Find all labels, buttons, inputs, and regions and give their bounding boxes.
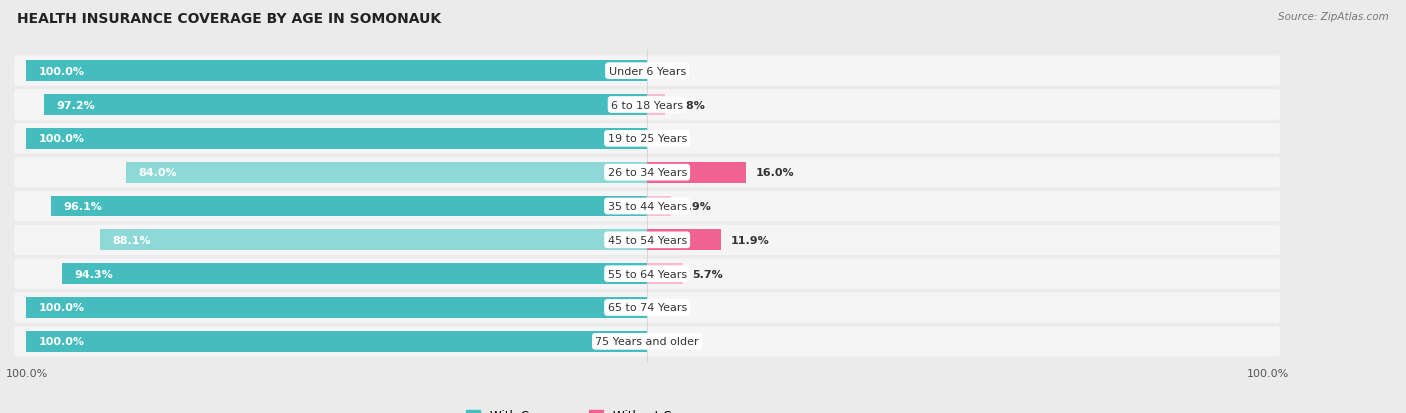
Text: 26 to 34 Years: 26 to 34 Years: [607, 168, 686, 178]
Text: 5.7%: 5.7%: [692, 269, 723, 279]
Bar: [100, 230, 647, 251]
Bar: [647, 230, 721, 251]
FancyBboxPatch shape: [14, 225, 1281, 255]
Bar: [51, 196, 647, 217]
Text: 84.0%: 84.0%: [138, 168, 177, 178]
Text: 0.0%: 0.0%: [657, 66, 688, 76]
FancyBboxPatch shape: [14, 259, 1281, 289]
FancyBboxPatch shape: [14, 191, 1281, 222]
Bar: [27, 297, 647, 318]
FancyBboxPatch shape: [14, 124, 1281, 154]
Text: 100.0%: 100.0%: [39, 337, 84, 347]
Text: 55 to 64 Years: 55 to 64 Years: [607, 269, 686, 279]
Text: 6 to 18 Years: 6 to 18 Years: [612, 100, 683, 110]
Text: 0.0%: 0.0%: [657, 134, 688, 144]
Bar: [44, 95, 647, 116]
Legend: With Coverage, Without Coverage: With Coverage, Without Coverage: [461, 404, 724, 413]
Bar: [647, 95, 665, 116]
Text: 35 to 44 Years: 35 to 44 Years: [607, 202, 686, 211]
Text: 97.2%: 97.2%: [56, 100, 96, 110]
FancyBboxPatch shape: [14, 326, 1281, 357]
FancyBboxPatch shape: [14, 158, 1281, 188]
FancyBboxPatch shape: [14, 292, 1281, 323]
FancyBboxPatch shape: [14, 56, 1281, 87]
Text: 94.3%: 94.3%: [75, 269, 112, 279]
Text: 75 Years and older: 75 Years and older: [595, 337, 699, 347]
Text: 100.0%: 100.0%: [39, 134, 84, 144]
Bar: [27, 61, 647, 82]
Text: 16.0%: 16.0%: [756, 168, 794, 178]
Text: 100.0%: 100.0%: [39, 66, 84, 76]
Text: 88.1%: 88.1%: [112, 235, 152, 245]
Text: 19 to 25 Years: 19 to 25 Years: [607, 134, 686, 144]
Bar: [647, 263, 682, 285]
Text: 45 to 54 Years: 45 to 54 Years: [607, 235, 686, 245]
Bar: [62, 263, 647, 285]
Text: 11.9%: 11.9%: [730, 235, 769, 245]
Text: Under 6 Years: Under 6 Years: [609, 66, 686, 76]
Text: 65 to 74 Years: 65 to 74 Years: [607, 303, 686, 313]
Text: HEALTH INSURANCE COVERAGE BY AGE IN SOMONAUK: HEALTH INSURANCE COVERAGE BY AGE IN SOMO…: [17, 12, 441, 26]
Text: 0.0%: 0.0%: [657, 337, 688, 347]
Bar: [125, 162, 647, 183]
Bar: [647, 162, 747, 183]
Bar: [27, 331, 647, 352]
Text: 100.0%: 100.0%: [39, 303, 84, 313]
Text: Source: ZipAtlas.com: Source: ZipAtlas.com: [1278, 12, 1389, 22]
Text: 0.0%: 0.0%: [657, 303, 688, 313]
Text: 3.9%: 3.9%: [681, 202, 711, 211]
Text: 2.8%: 2.8%: [673, 100, 704, 110]
Bar: [647, 196, 671, 217]
Bar: [27, 128, 647, 150]
Text: 96.1%: 96.1%: [63, 202, 103, 211]
FancyBboxPatch shape: [14, 90, 1281, 121]
